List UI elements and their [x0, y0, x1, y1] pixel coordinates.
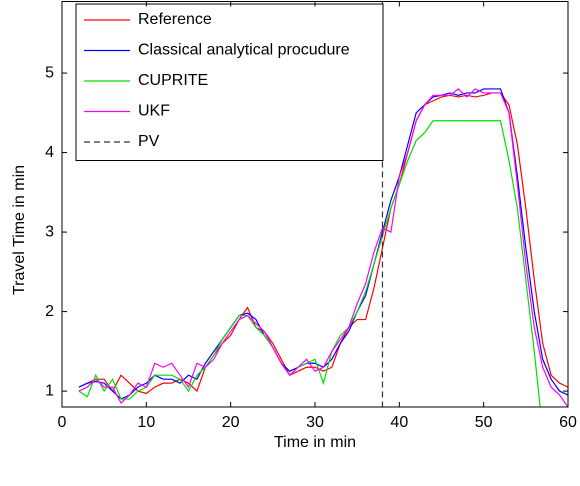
x-tick-label: 0 [58, 414, 67, 431]
legend-label: Classical analytical procudure [138, 42, 350, 59]
legend-box [75, 3, 384, 161]
legend: Reference Classical analytical procudure C… [75, 3, 384, 161]
series-line [78, 88, 568, 407]
x-tick-label: 20 [222, 414, 240, 431]
y-tick-label: 2 [45, 303, 54, 320]
x-tick-label: 30 [306, 414, 324, 431]
plot-lines [78, 1, 568, 407]
y-tick-label: 4 [45, 144, 54, 161]
x-tick-label: 40 [390, 414, 408, 431]
series-line [78, 92, 568, 395]
legend-label: Reference [138, 11, 212, 28]
legend-label: UKF [138, 103, 170, 120]
y-axis-label: Travel Time in min [11, 165, 28, 295]
x-axis-label: Time in min [274, 434, 356, 451]
legend-label: PV [138, 133, 160, 150]
x-tick-label: 10 [137, 414, 155, 431]
y-tick-label: 1 [45, 382, 54, 399]
y-tick-label: 5 [45, 64, 54, 81]
series-line [78, 120, 541, 407]
x-tick-label: 60 [559, 414, 577, 431]
legend-label: CUPRITE [138, 72, 208, 89]
x-tick-label: 50 [475, 414, 493, 431]
y-tick-label: 3 [45, 223, 54, 240]
